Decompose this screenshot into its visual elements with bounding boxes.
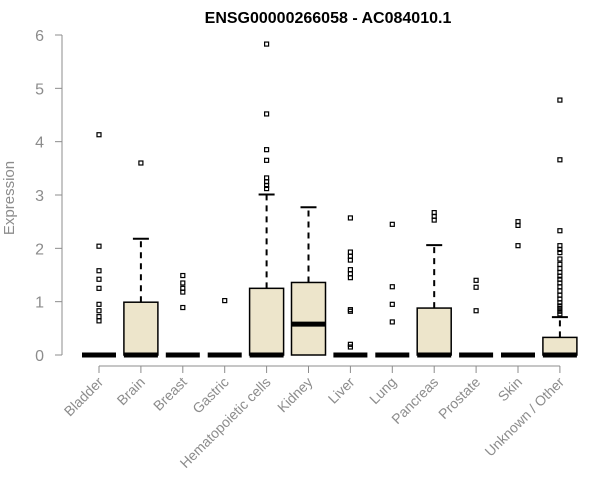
outlier-point: [347, 341, 353, 347]
box-prostate: [459, 277, 494, 358]
iqr-box: [290, 281, 327, 356]
y-tick-label: 1: [35, 295, 44, 312]
outlier-point: [557, 308, 563, 314]
x-tick-label-unknown-other: Unknown / Other: [481, 374, 567, 460]
box-gastric: [207, 298, 242, 358]
outlier-point: [347, 249, 353, 255]
outlier-point: [96, 243, 102, 249]
outlier-point: [557, 303, 563, 309]
outlier-point: [96, 308, 102, 314]
x-tick-label-skin: Skin: [495, 374, 526, 405]
outlier-point: [96, 132, 102, 138]
box-liver: [333, 215, 368, 358]
outlier-point: [557, 273, 563, 279]
x-tick-label-bladder: Bladder: [61, 374, 107, 420]
y-tick-label: 4: [35, 135, 44, 152]
outlier-point: [96, 318, 102, 324]
outlier-point: [557, 288, 563, 294]
outlier-point: [264, 157, 270, 163]
outlier-point: [431, 217, 437, 223]
outlier-point: [557, 261, 563, 267]
outlier-point: [264, 111, 270, 117]
outlier-point: [180, 280, 186, 286]
outlier-point: [347, 275, 353, 281]
outlier-point: [180, 304, 186, 311]
outlier-point: [96, 301, 102, 307]
outlier-point: [347, 344, 353, 350]
outlier-point: [557, 256, 563, 262]
outlier-point: [264, 186, 270, 192]
box-brain: [123, 160, 159, 358]
iqr-box: [248, 287, 285, 356]
x-tick-label-brain: Brain: [114, 374, 148, 408]
iqr-box: [123, 301, 159, 356]
outlier-point: [557, 246, 563, 252]
box-breast: [165, 272, 200, 358]
outlier-point: [389, 301, 395, 307]
axes: 0 1 2 3 4 5 6: [35, 28, 560, 367]
box-lung: [375, 221, 410, 358]
outlier-point: [557, 250, 563, 256]
box-skin: [501, 219, 535, 358]
outlier-point: [96, 285, 102, 291]
box-unknown-other: [542, 97, 578, 358]
box-kidney: [290, 206, 327, 356]
outlier-point: [138, 160, 144, 166]
outlier-point: [473, 308, 479, 314]
x-tick-label-breast: Breast: [150, 374, 190, 414]
y-tick-label: 6: [35, 28, 44, 45]
outlier-point: [264, 147, 270, 153]
y-tick-label: 0: [35, 348, 44, 365]
iqr-box: [542, 336, 578, 356]
outlier-point: [389, 284, 395, 290]
x-tick-label-kidney: Kidney: [274, 374, 316, 416]
outlier-point: [557, 97, 563, 103]
y-tick-label: 3: [35, 188, 44, 205]
outlier-point: [557, 306, 563, 312]
y-tick-label: 5: [35, 81, 44, 98]
x-tick-label-liver: Liver: [325, 374, 358, 407]
outlier-point: [389, 221, 395, 227]
outlier-point: [96, 314, 102, 320]
boxes: [82, 41, 578, 358]
outlier-point: [515, 243, 521, 249]
outlier-point: [557, 311, 563, 317]
outlier-point: [389, 319, 395, 325]
outlier-point: [557, 228, 563, 234]
outlier-point: [557, 300, 563, 306]
outlier-point: [347, 215, 353, 221]
y-tick-label: 2: [35, 241, 44, 258]
outlier-point: [347, 267, 353, 273]
x-tick-label-pancreas: Pancreas: [388, 374, 441, 427]
outlier-point: [96, 268, 102, 274]
chart-title: ENSG00000266058 - AC084010.1: [205, 10, 452, 27]
outlier-point: [96, 276, 102, 282]
box-hematopoietic-cells: [248, 41, 285, 358]
x-tick-label-prostate: Prostate: [435, 374, 483, 422]
outlier-point: [180, 272, 186, 279]
outlier-point: [473, 277, 479, 283]
y-axis-label: Expression: [1, 161, 18, 235]
box-bladder: [82, 132, 116, 358]
outlier-point: [264, 182, 270, 188]
outlier-point: [347, 257, 353, 263]
x-tick-label-lung: Lung: [366, 374, 399, 407]
outlier-point: [180, 289, 186, 295]
iqr-box: [416, 307, 452, 356]
outlier-point: [473, 284, 479, 290]
outlier-point: [222, 298, 228, 304]
outlier-point: [557, 157, 563, 163]
box-pancreas: [416, 210, 452, 358]
outlier-point: [515, 222, 521, 228]
outlier-point: [264, 41, 270, 47]
outlier-point: [347, 308, 353, 314]
